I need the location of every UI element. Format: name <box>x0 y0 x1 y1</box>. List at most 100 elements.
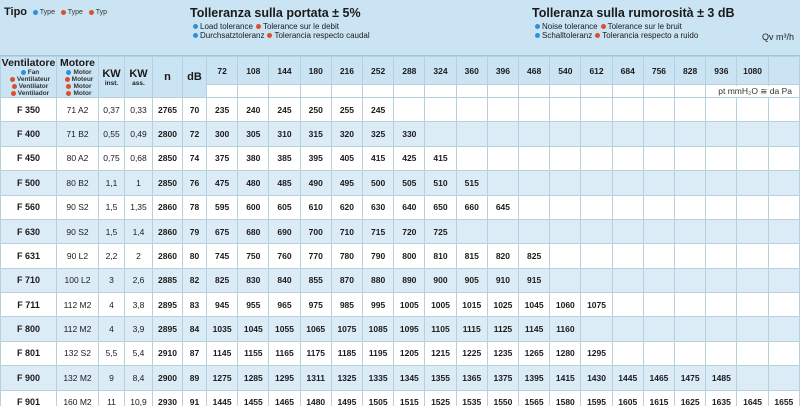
header-band: Tipo Type Type Typ Tolleranza sulla port… <box>0 0 800 56</box>
pressure-value-cell <box>549 218 582 245</box>
pressure-value-cell <box>642 291 676 318</box>
pressure-value-cell <box>705 267 738 294</box>
motor-cell: 160 M2 <box>56 389 99 406</box>
pressure-value-cell: 1075 <box>580 291 613 318</box>
pressure-value-cell <box>736 340 769 367</box>
pressure-value-cell: 1235 <box>486 340 520 367</box>
fan-model-cell: F 631 <box>0 243 57 269</box>
pressure-value-cell: 815 <box>455 243 488 269</box>
db-cell: 83 <box>182 291 207 318</box>
pressure-value-cell: 1195 <box>362 340 395 367</box>
pressure-value-cell <box>518 194 551 220</box>
pressure-unit-label: pt mmH₂O ≅ da Pa <box>718 86 792 97</box>
kw-inst-cell: 1,5 <box>98 194 125 220</box>
table-row: F 450 80 A2 0,75 0,68 2850 74 375 380 385 395 405 4… <box>0 145 800 172</box>
kw-ass-title: KW <box>129 67 148 80</box>
pressure-value-cell <box>549 243 582 269</box>
flow-column-header: 684 <box>611 55 644 86</box>
kw-inst-cell: 1,5 <box>98 218 125 245</box>
pressure-value-cell <box>736 96 769 123</box>
flow-column-header: 252 <box>362 55 395 86</box>
pressure-value-cell <box>611 218 644 245</box>
pressure-value-cell: 1225 <box>455 340 488 367</box>
red-dot-icon <box>66 90 72 96</box>
pressure-value-cell: 515 <box>455 170 488 196</box>
pressure-value-cell: 1145 <box>518 316 551 342</box>
fan-model-cell: F 800 <box>0 316 57 342</box>
db-header: dB <box>182 56 207 98</box>
pressure-value-cell: 1565 <box>518 389 551 406</box>
flow-tol-en: Load tolerance <box>200 22 253 31</box>
pressure-value-cell: 700 <box>299 218 332 245</box>
fan-model-cell: F 450 <box>0 145 57 172</box>
pressure-value-cell <box>705 96 738 123</box>
pressure-value-cell: 380 <box>237 145 270 172</box>
pressure-value-cell: 1065 <box>299 316 332 342</box>
pressure-value-cell <box>674 194 707 220</box>
pressure-value-cell: 1485 <box>705 365 738 391</box>
pressure-value-cell: 820 <box>486 243 520 269</box>
pressure-value-cell: 610 <box>299 194 332 220</box>
pressure-value-cell: 510 <box>424 170 457 196</box>
pressure-value-cell: 1465 <box>642 365 676 391</box>
pressure-value-cell: 1645 <box>736 389 769 406</box>
kw-inst-cell: 1,1 <box>98 170 125 196</box>
pressure-value-cell: 630 <box>362 194 395 220</box>
pressure-value-cell <box>580 267 613 294</box>
pressure-value-cell: 500 <box>362 170 395 196</box>
pressure-value-cell <box>642 218 676 245</box>
pressure-value-cell: 1275 <box>205 365 239 391</box>
pressure-value-cell <box>549 145 582 172</box>
flow-column-header: 144 <box>268 55 301 86</box>
flow-column-header: 468 <box>518 55 551 86</box>
pressure-value-cell: 660 <box>455 194 488 220</box>
pressure-value-cell: 480 <box>237 170 270 196</box>
flow-column-header: 108 <box>237 55 270 86</box>
type-label-de: Typ <box>95 8 108 16</box>
pressure-value-cell <box>736 291 769 318</box>
pressure-value-cell: 1045 <box>518 291 551 318</box>
motor-col-es: Motor <box>73 90 92 97</box>
fan-model-cell: F 901 <box>0 389 57 406</box>
fan-col-es: Ventilador <box>17 90 50 97</box>
pressure-value-cell: 985 <box>330 291 364 318</box>
pressure-value-cell <box>486 96 520 123</box>
spacer-cell <box>642 84 676 98</box>
pressure-value-cell <box>518 170 551 196</box>
pressure-value-cell: 1205 <box>393 340 426 367</box>
pressure-value-cell: 910 <box>486 267 520 294</box>
fan-model-cell: F 900 <box>0 365 57 391</box>
kw-inst-cell: 0,75 <box>98 145 125 172</box>
red-dot-icon <box>11 83 17 89</box>
pressure-value-cell <box>674 121 707 147</box>
red-dot-icon <box>600 24 606 30</box>
rpm-cell: 2860 <box>152 218 183 245</box>
pressure-value-cell: 975 <box>299 291 332 318</box>
fan-model-cell: F 801 <box>0 340 57 367</box>
pressure-value-cell: 1335 <box>362 365 395 391</box>
pressure-value-cell: 1285 <box>237 365 270 391</box>
pressure-value-cell <box>580 194 613 220</box>
fan-model-cell: F 500 <box>0 170 57 196</box>
rpm-cell: 2895 <box>152 316 183 342</box>
kw-ass-cell: 1,35 <box>124 194 153 220</box>
pressure-value-cell <box>549 194 582 220</box>
pressure-value-cell <box>767 194 800 220</box>
pressure-value-cell: 415 <box>362 145 395 172</box>
pressure-value-cell: 965 <box>268 291 301 318</box>
pressure-value-cell <box>705 243 738 269</box>
pressure-value-cell: 240 <box>237 96 270 123</box>
pressure-value-cell: 780 <box>330 243 364 269</box>
pressure-value-cell <box>549 121 582 147</box>
db-cell: 80 <box>182 243 207 269</box>
motor-cell: 71 A2 <box>56 96 99 123</box>
pressure-value-cell: 720 <box>393 218 426 245</box>
pressure-value-cell: 315 <box>299 121 332 147</box>
pressure-value-cell: 690 <box>268 218 301 245</box>
red-dot-icon <box>255 24 261 30</box>
pressure-value-cell: 1430 <box>580 365 613 391</box>
pressure-value-cell: 1145 <box>205 340 239 367</box>
pressure-value-cell <box>767 243 800 269</box>
fan-model-cell: F 630 <box>0 218 57 245</box>
